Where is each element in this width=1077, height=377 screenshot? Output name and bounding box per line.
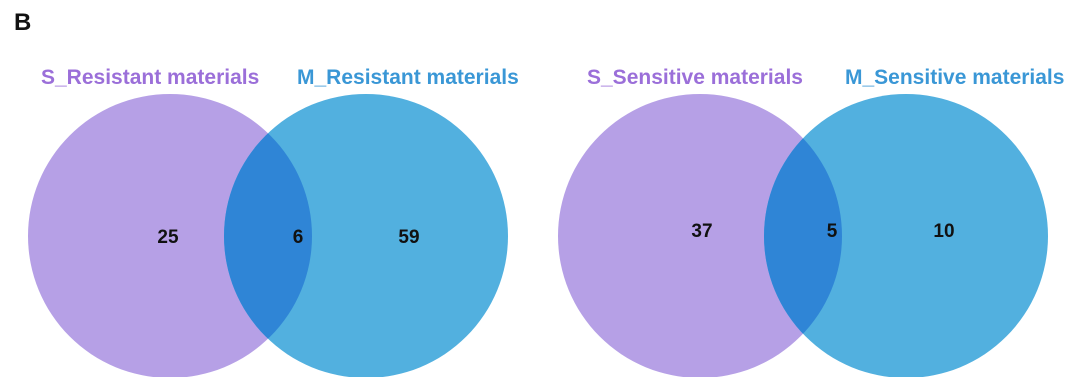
s-resistant-label: S_Resistant materials xyxy=(41,66,259,89)
s-resistant-circle xyxy=(28,94,312,377)
m-sensitive-only-count: 10 xyxy=(933,221,954,242)
s-resistant-only-count: 25 xyxy=(157,227,179,248)
m-resistant-circle xyxy=(224,94,508,377)
m-sensitive-circle xyxy=(764,94,1048,377)
panel-label: B xyxy=(14,9,31,36)
m-resistant-only-count: 59 xyxy=(398,227,419,248)
m-resistant-label: M_Resistant materials xyxy=(297,66,519,89)
s-sensitive-label: S_Sensitive materials xyxy=(587,66,803,89)
venn-diagram-sensitive: S_Sensitive materials M_Sensitive materi… xyxy=(558,66,1064,377)
sensitive-overlap-count: 5 xyxy=(827,221,838,242)
resistant-overlap-count: 6 xyxy=(293,227,304,248)
s-sensitive-circle xyxy=(558,94,842,377)
m-sensitive-label: M_Sensitive materials xyxy=(845,66,1064,89)
s-sensitive-only-count: 37 xyxy=(691,221,712,242)
venn-diagram-resistant: S_Resistant materials M_Resistant materi… xyxy=(28,66,519,377)
